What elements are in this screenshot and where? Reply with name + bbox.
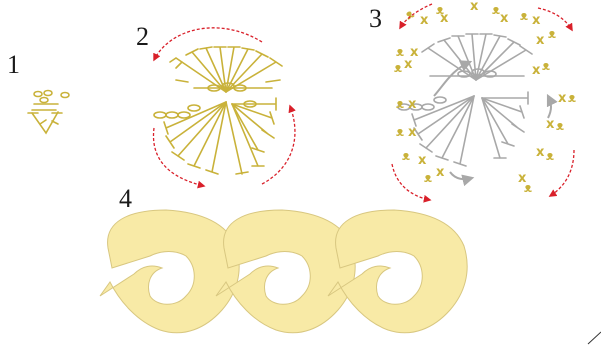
svg-text:ᴥ: ᴥ	[396, 97, 404, 112]
step-1-diagram	[27, 89, 70, 135]
step-1-label: 1	[7, 50, 20, 79]
svg-text:ᴥ: ᴥ	[524, 181, 532, 196]
svg-text:ᴥ: ᴥ	[548, 27, 556, 42]
motif-1	[99, 209, 240, 334]
svg-text:x: x	[408, 125, 417, 140]
svg-text:x: x	[532, 63, 541, 78]
svg-text:ᴥ: ᴥ	[492, 3, 500, 18]
step-2-label: 2	[136, 22, 149, 51]
svg-text:ᴥ: ᴥ	[546, 149, 554, 164]
step-3-label: 3	[369, 4, 382, 33]
svg-text:ᴥ: ᴥ	[568, 91, 576, 106]
svg-text:ᴥ: ᴥ	[396, 125, 404, 140]
svg-text:x: x	[500, 11, 509, 26]
svg-text:x: x	[546, 117, 555, 132]
svg-text:ᴥ: ᴥ	[542, 59, 550, 74]
svg-text:x: x	[408, 97, 417, 112]
step-4-diagram	[99, 209, 601, 345]
svg-text:x: x	[410, 45, 419, 60]
svg-text:x: x	[420, 13, 429, 28]
svg-text:x: x	[558, 91, 567, 106]
svg-text:x: x	[536, 145, 545, 160]
svg-text:ᴥ: ᴥ	[394, 61, 402, 76]
svg-text:ᴥ: ᴥ	[396, 45, 404, 60]
motif-2	[215, 209, 356, 334]
step-4-label: 4	[119, 184, 132, 213]
svg-text:ᴥ: ᴥ	[520, 9, 528, 24]
motif-3	[327, 209, 468, 334]
svg-text:x: x	[436, 165, 445, 180]
svg-text:x: x	[404, 57, 413, 72]
svg-text:ᴥ: ᴥ	[424, 171, 432, 186]
svg-text:ᴥ: ᴥ	[556, 119, 564, 134]
step-2-diagram	[152, 27, 296, 189]
svg-text:x: x	[532, 13, 541, 28]
svg-text:ᴥ: ᴥ	[436, 3, 444, 18]
svg-text:x: x	[470, 0, 479, 14]
svg-text:x: x	[536, 33, 545, 48]
svg-text:x: x	[418, 153, 427, 168]
svg-text:x: x	[518, 171, 527, 186]
step-3-diagram: ᴥ x ᴥ x x ᴥ x ᴥ x x ᴥ ᴥ x ᴥ x ᴥ x ᴥ x x …	[391, 0, 576, 203]
svg-text:ᴥ: ᴥ	[402, 149, 410, 164]
svg-text:x: x	[440, 11, 449, 26]
